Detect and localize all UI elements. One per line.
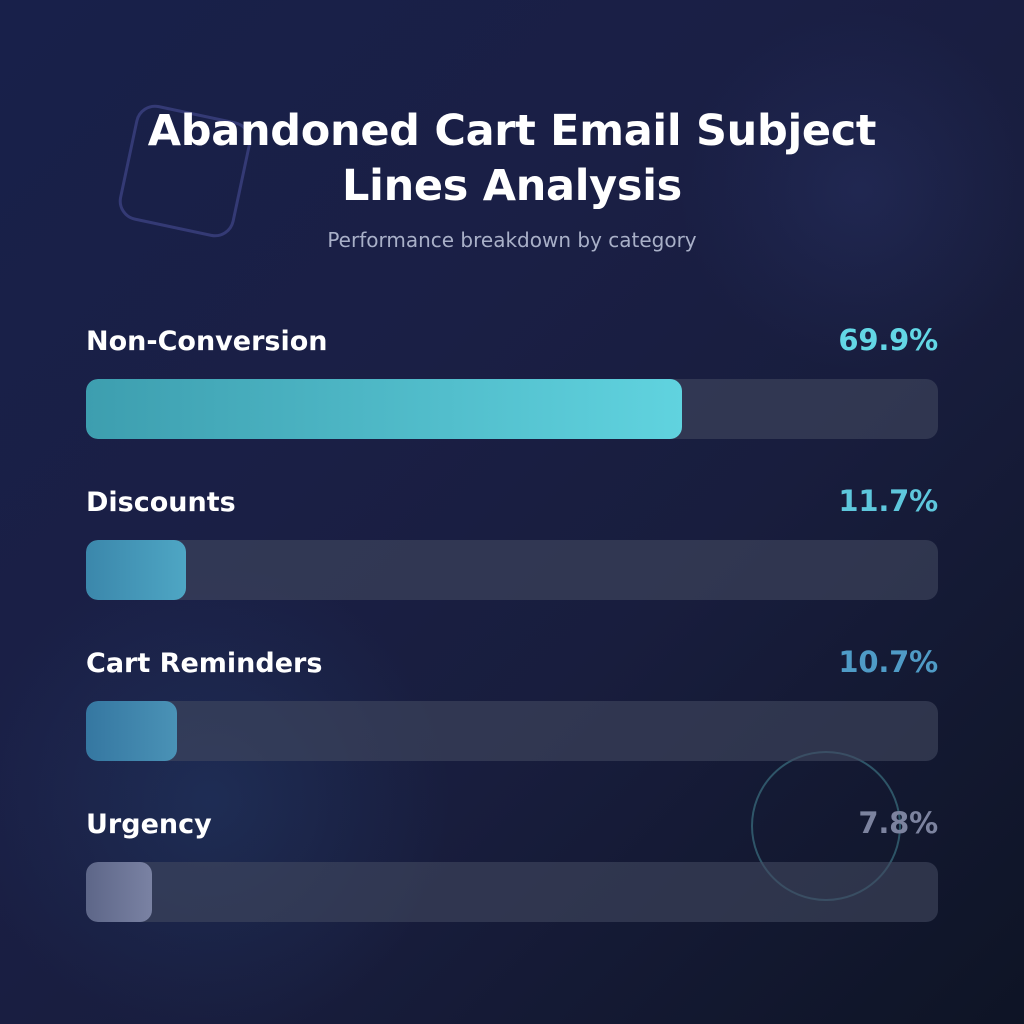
bar-label-non-conversion: Non-Conversion <box>86 326 328 357</box>
bar-discounts <box>86 540 186 600</box>
bar-cart-reminders <box>86 701 178 761</box>
bar-non-conversion <box>86 379 682 439</box>
bar-label-cart-reminders: Cart Reminders <box>86 648 323 679</box>
bar-track-non-conversion <box>86 379 938 439</box>
bar-value-label-urgency: 7.8% <box>858 806 938 840</box>
bar-value-label-cart-reminders: 10.7% <box>838 645 938 679</box>
bar-track-urgency <box>86 862 938 922</box>
bar-value-label-discounts: 11.7% <box>838 484 938 518</box>
bar-label-urgency: Urgency <box>86 809 212 840</box>
bar-label-discounts: Discounts <box>86 487 236 518</box>
chart-title: Abandoned Cart Email Subject Lines Analy… <box>147 106 877 211</box>
bar-value-label-non-conversion: 69.9% <box>838 323 938 357</box>
chart-subtitle: Performance breakdown by category <box>327 228 697 252</box>
bar-urgency <box>86 862 153 922</box>
bar-track-cart-reminders <box>86 701 938 761</box>
bar-track-discounts <box>86 540 938 600</box>
